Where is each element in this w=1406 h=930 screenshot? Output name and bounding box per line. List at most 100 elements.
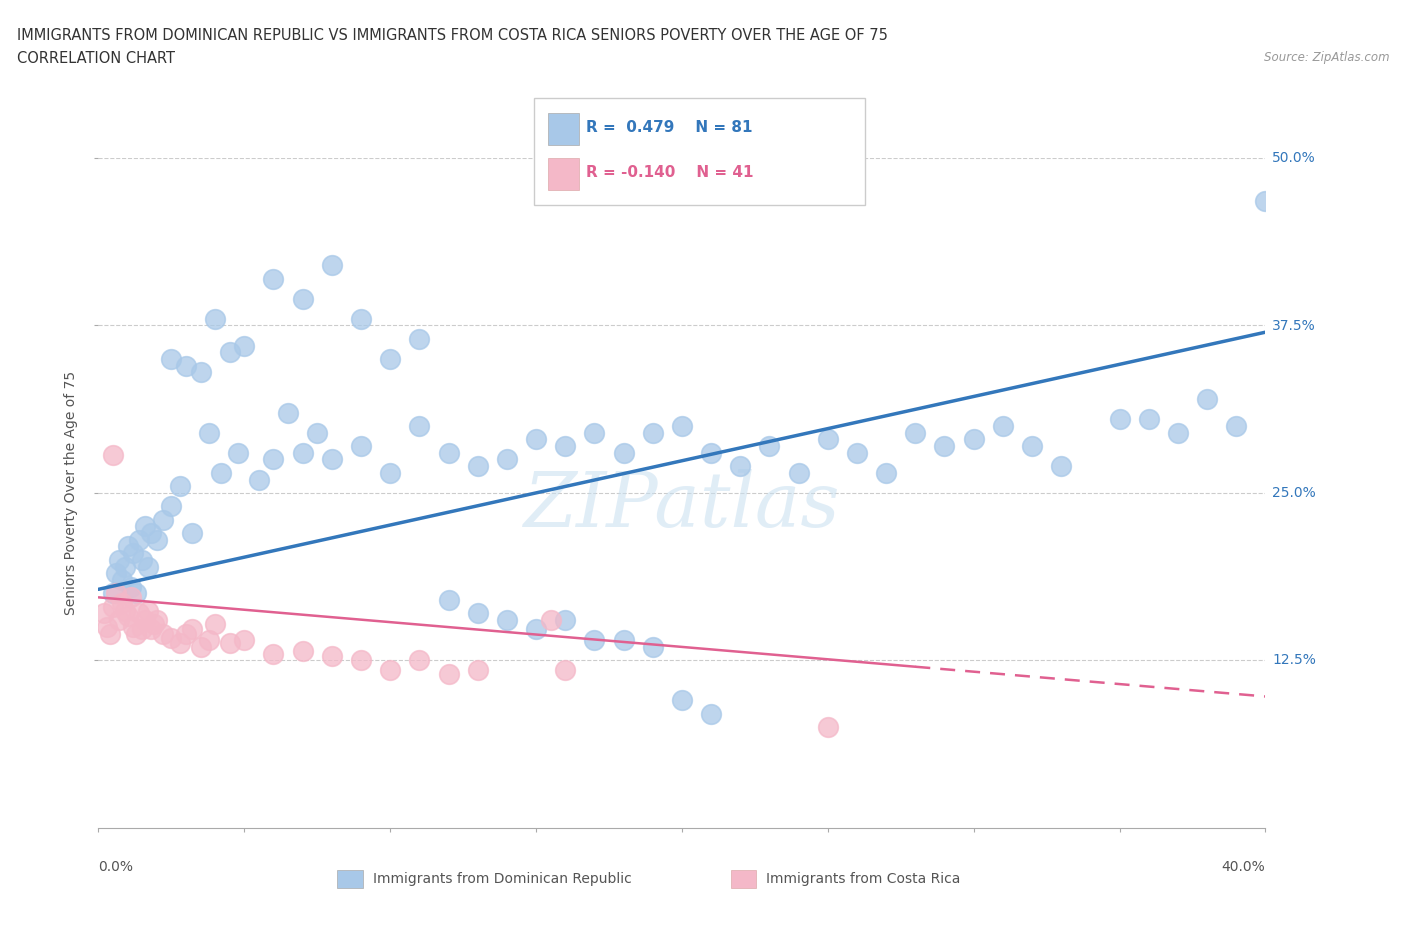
Point [160,498,183,513]
Text: R =  0.479    N = 81: R = 0.479 N = 81 [586,120,752,135]
Point [128,532,150,547]
Point [139,525,162,540]
Point [1050,458,1073,473]
Point [1225,418,1247,433]
Text: 50.0%: 50.0% [1272,151,1316,166]
Point [700,445,723,460]
Point [146,532,169,547]
Point [291,291,314,306]
Point [120,590,142,604]
Point [1137,412,1160,427]
Point [180,622,202,637]
Point [247,472,270,487]
Point [671,693,693,708]
Point [277,405,299,420]
Point [233,632,256,647]
Point [787,465,810,480]
Point [1195,392,1218,406]
Point [104,586,127,601]
Point [174,358,197,373]
Point [209,465,232,480]
Point [321,649,343,664]
Point [350,653,373,668]
Point [554,662,576,677]
Point [934,439,956,454]
Text: ZIPatlas: ZIPatlas [523,470,841,543]
Point [700,707,723,722]
Point [262,452,284,467]
Y-axis label: Seniors Poverty Over the Age of 75: Seniors Poverty Over the Age of 75 [65,371,79,615]
Point [131,622,153,637]
Point [408,653,430,668]
Text: 37.5%: 37.5% [1272,318,1316,333]
Point [554,439,576,454]
Point [583,632,606,647]
Point [190,365,212,379]
Point [467,458,489,473]
Text: Immigrants from Costa Rica: Immigrants from Costa Rica [766,871,960,886]
Point [495,613,517,628]
Point [169,479,191,494]
Point [160,631,183,645]
Point [728,458,751,473]
Point [467,606,489,621]
Text: 12.5%: 12.5% [1272,653,1316,668]
Point [180,525,202,540]
Point [218,635,240,650]
Point [437,592,460,607]
Point [111,595,134,610]
Point [641,640,664,655]
Point [134,519,156,534]
Point [904,425,927,440]
Point [962,432,984,446]
Point [198,425,221,440]
Point [321,452,343,467]
Point [204,617,226,631]
Point [378,465,402,480]
Point [114,559,136,574]
Point [117,608,139,623]
Point [1167,425,1189,440]
Point [612,445,634,460]
Point [291,644,314,658]
Point [817,720,839,735]
Point [1254,193,1277,208]
Point [120,579,142,594]
Point [204,312,226,326]
Text: 25.0%: 25.0% [1272,485,1316,500]
Text: Immigrants from Dominican Republic: Immigrants from Dominican Republic [373,871,631,886]
Point [218,345,240,360]
Point [554,613,576,628]
Point [93,606,115,621]
Point [817,432,839,446]
Text: 40.0%: 40.0% [1222,859,1265,874]
Point [122,546,145,561]
Point [198,632,221,647]
Point [307,425,329,440]
Point [122,619,145,634]
Point [114,604,136,618]
Point [291,445,314,460]
Point [262,272,284,286]
Point [437,445,460,460]
Point [152,626,174,641]
Point [467,662,489,677]
Point [612,632,634,647]
Point [101,586,124,601]
Point [495,452,517,467]
Point [169,635,191,650]
Point [142,617,165,631]
Point [190,640,212,655]
Point [1021,439,1043,454]
Point [350,312,373,326]
Point [350,439,373,454]
Point [583,425,606,440]
Point [408,331,430,346]
Point [134,613,156,628]
Point [991,418,1014,433]
Point [233,339,256,353]
Text: CORRELATION CHART: CORRELATION CHART [17,51,174,66]
Text: R = -0.140    N = 41: R = -0.140 N = 41 [586,165,754,180]
Text: IMMIGRANTS FROM DOMINICAN REPUBLIC VS IMMIGRANTS FROM COSTA RICA SENIORS POVERTY: IMMIGRANTS FROM DOMINICAN REPUBLIC VS IM… [17,28,887,43]
Point [125,586,148,601]
